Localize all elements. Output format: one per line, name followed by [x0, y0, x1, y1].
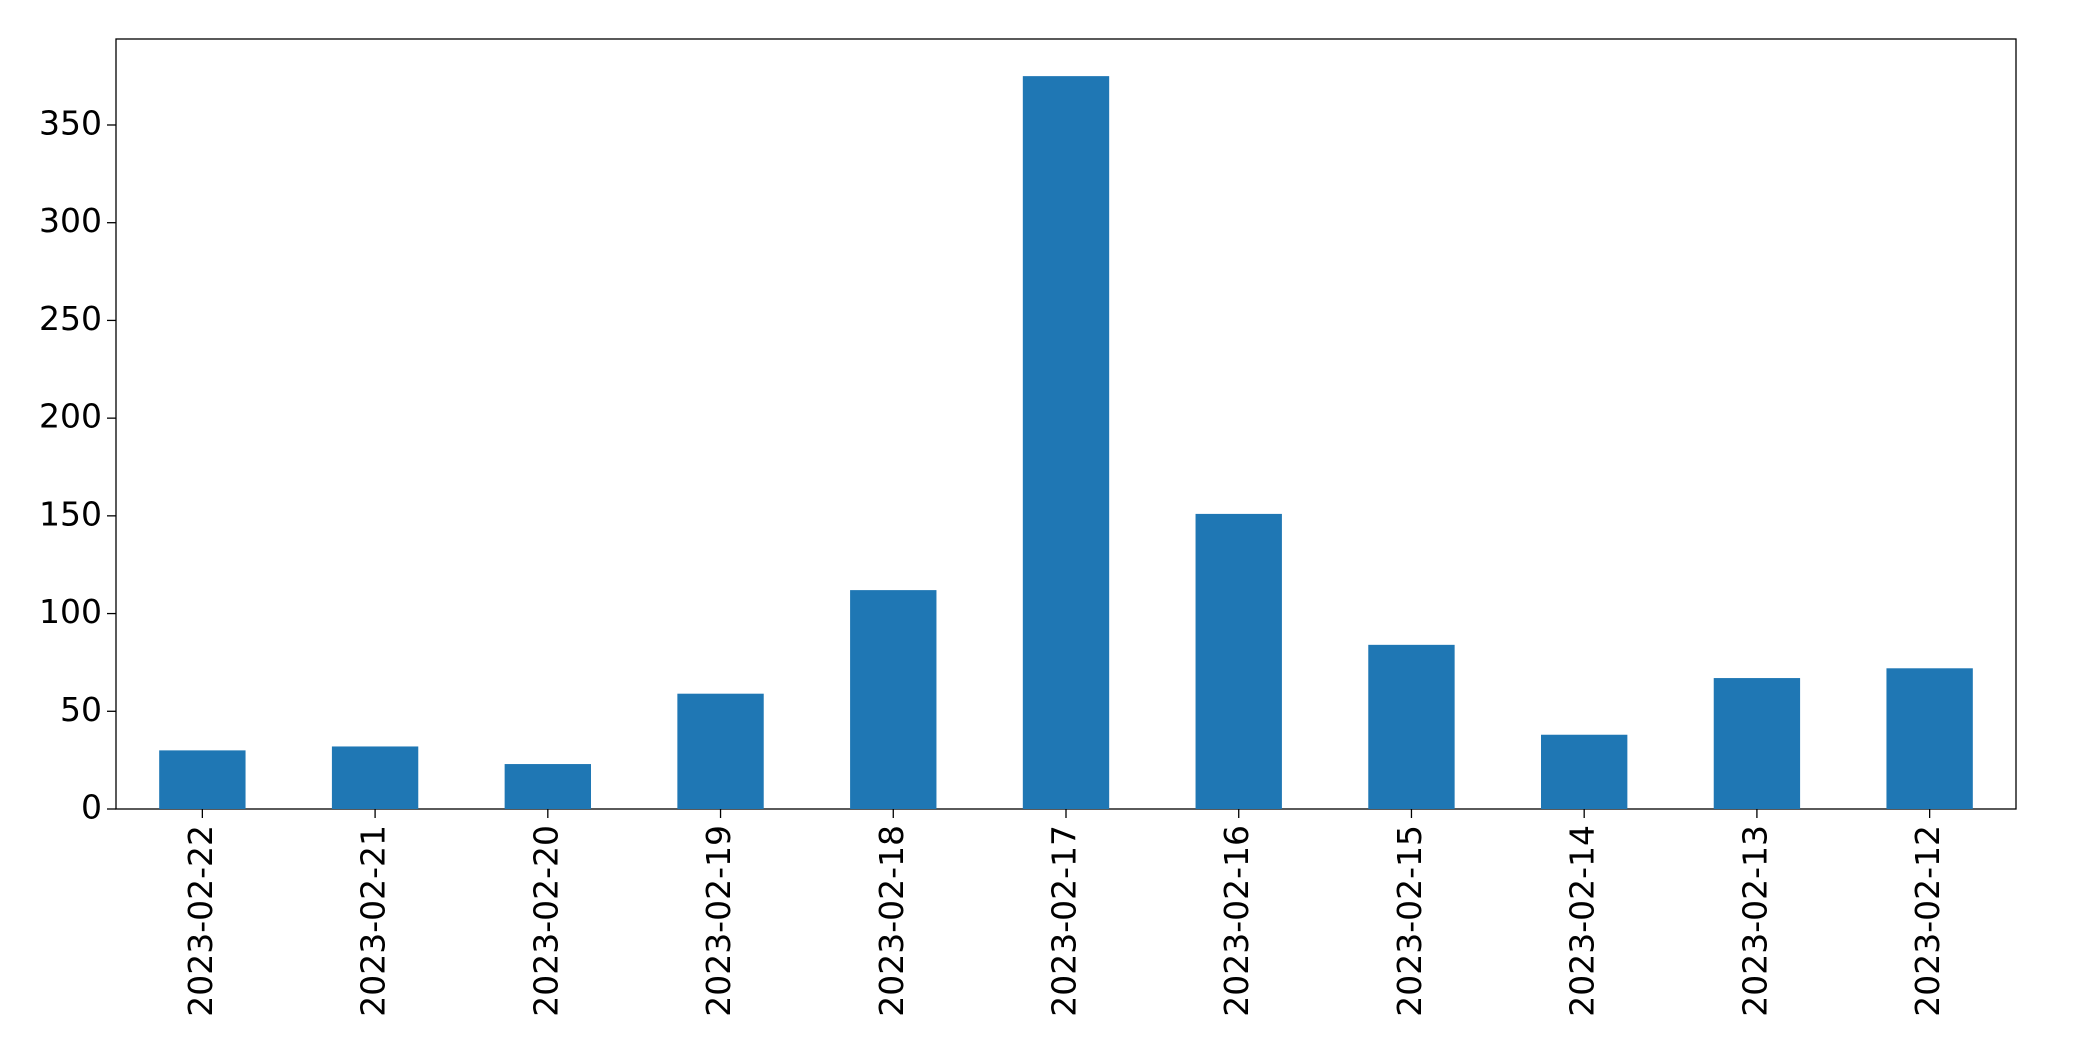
bar [1886, 668, 1973, 809]
x-tick-label: 2023-02-15 [1390, 825, 1429, 1017]
bar [331, 746, 419, 809]
x-tick-label: 2023-02-12 [1908, 825, 1947, 1017]
y-tick-label: 250 [39, 299, 102, 338]
y-tick-label: 350 [39, 103, 102, 142]
y-tick-label: 200 [39, 397, 102, 436]
y-tick-label: 300 [39, 201, 102, 240]
x-tick-label: 2023-02-14 [1563, 825, 1602, 1017]
bar [1195, 513, 1282, 809]
x-tick-label: 2023-02-18 [872, 825, 911, 1017]
x-tick-label: 2023-02-17 [1045, 825, 1084, 1017]
x-tick-label: 2023-02-19 [699, 825, 738, 1017]
x-tick-label: 2023-02-21 [354, 825, 393, 1017]
y-tick-label: 100 [39, 592, 102, 631]
x-tick-label: 2023-02-16 [1217, 825, 1256, 1017]
bar [677, 693, 764, 809]
bar [1713, 678, 1801, 809]
y-tick-label: 150 [39, 494, 102, 533]
bar [159, 750, 246, 809]
x-tick-label: 2023-02-22 [181, 825, 220, 1017]
bar [1022, 76, 1110, 810]
y-tick-label: 50 [60, 690, 102, 729]
bar [850, 590, 937, 809]
bar [504, 764, 591, 809]
y-tick-label: 0 [81, 788, 102, 827]
x-tick-label: 2023-02-20 [526, 825, 565, 1017]
x-tick-label: 2023-02-13 [1735, 825, 1774, 1017]
bar [1368, 644, 1455, 809]
bar [1541, 734, 1628, 809]
